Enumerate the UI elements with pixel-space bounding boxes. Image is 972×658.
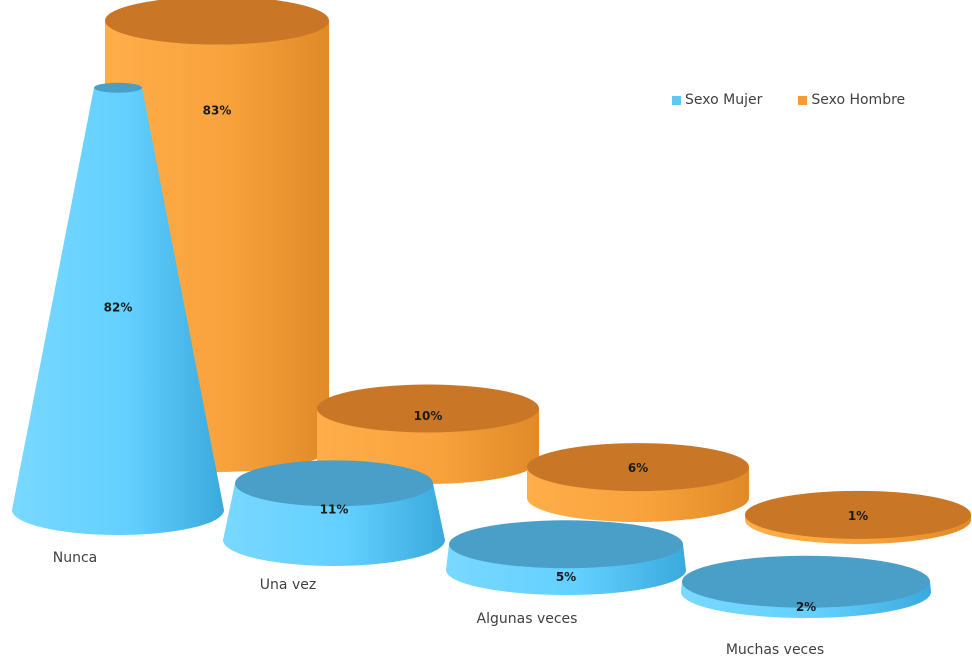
- bar-hombre-algunas-veces: [527, 443, 749, 522]
- legend-label-mujer: Sexo Mujer: [685, 92, 763, 108]
- legend-swatch-hombre: [798, 95, 808, 105]
- data-label-mujer-nunca: 82%: [104, 301, 133, 315]
- data-label-hombre-una-vez: 10%: [414, 409, 443, 423]
- legend: Sexo Mujer Sexo Hombre: [672, 92, 905, 108]
- data-label-mujer-una-vez: 11%: [320, 502, 349, 516]
- category-label-una-vez: Una vez: [260, 577, 316, 593]
- data-label-hombre-algunas-veces: 6%: [628, 461, 648, 475]
- category-label-muchas-veces: Muchas veces: [726, 642, 824, 658]
- bar-mujer-nunca: [12, 82, 224, 535]
- legend-swatch-mujer: [672, 95, 681, 105]
- data-label-mujer-algunas-veces: 5%: [556, 570, 576, 584]
- bar-mujer-una-vez: [223, 460, 445, 566]
- data-label-hombre-muchas-veces: 1%: [848, 509, 868, 523]
- legend-label-hombre: Sexo Hombre: [811, 92, 906, 108]
- bar-mujer-algunas-veces: [446, 520, 686, 595]
- category-label-nunca: Nunca: [53, 550, 98, 566]
- legend-item-mujer: Sexo Mujer: [672, 92, 762, 108]
- bar-hombre-muchas-veces: [745, 490, 971, 544]
- data-label-hombre-nunca: 83%: [203, 104, 232, 118]
- bar-mujer-muchas-veces: [681, 555, 931, 618]
- data-label-mujer-muchas-veces: 2%: [796, 600, 816, 614]
- legend-item-hombre: Sexo Hombre: [798, 92, 905, 108]
- category-label-algunas-veces: Algunas veces: [477, 611, 578, 627]
